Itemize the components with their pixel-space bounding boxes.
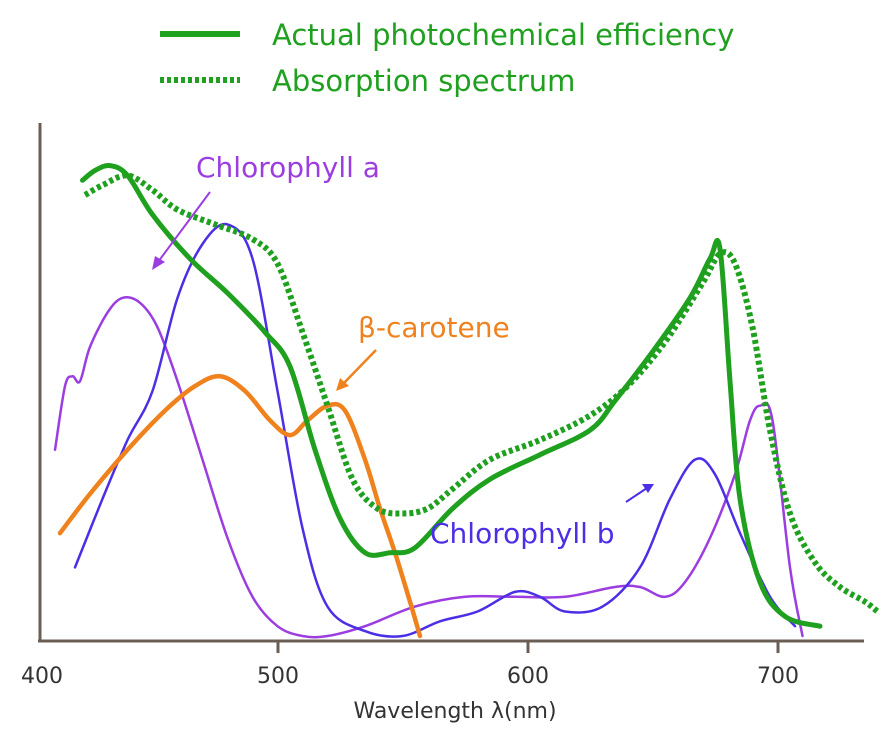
- legend: Actual photochemical efficiency Absorpti…: [160, 18, 734, 98]
- x-tick-label: 600: [507, 664, 549, 689]
- arrow-beta-carotene: [342, 349, 377, 385]
- series-line-chlorophyll-a: [53, 296, 804, 639]
- annotation-chlorophyll-a: Chlorophyll a: [196, 151, 380, 184]
- series-layer: [53, 162, 880, 639]
- arrow-chlorophyll-b: [625, 487, 648, 503]
- x-tick-label: 700: [757, 664, 799, 689]
- arrow-head-chlorophyll-b: [642, 484, 654, 493]
- legend-label-efficiency: Actual photochemical efficiency: [272, 18, 734, 52]
- annotations: Chlorophyll a β-carotene Chlorophyll b: [152, 151, 654, 550]
- series-line-absorption-spectrum: [83, 172, 880, 614]
- series-line-actual-photochemical-efficiency: [80, 162, 823, 629]
- annotation-chlorophyll-b: Chlorophyll b: [430, 517, 615, 550]
- series-line-chlorophyll-b: [73, 222, 797, 638]
- x-ticks: 400 500 600 700: [21, 641, 799, 689]
- x-tick-label: 400: [21, 664, 63, 689]
- x-axis-label: Wavelength λ(nm): [353, 699, 556, 724]
- annotation-beta-carotene: β-carotene: [358, 311, 510, 344]
- arrow-head-beta-carotene: [336, 378, 349, 391]
- x-tick-label: 500: [257, 664, 299, 689]
- legend-label-absorption: Absorption spectrum: [272, 64, 575, 98]
- arrow-head-chlorophyll-a: [152, 256, 165, 270]
- arrow-chlorophyll-a: [157, 191, 211, 263]
- series-line-carotene: [57, 374, 423, 639]
